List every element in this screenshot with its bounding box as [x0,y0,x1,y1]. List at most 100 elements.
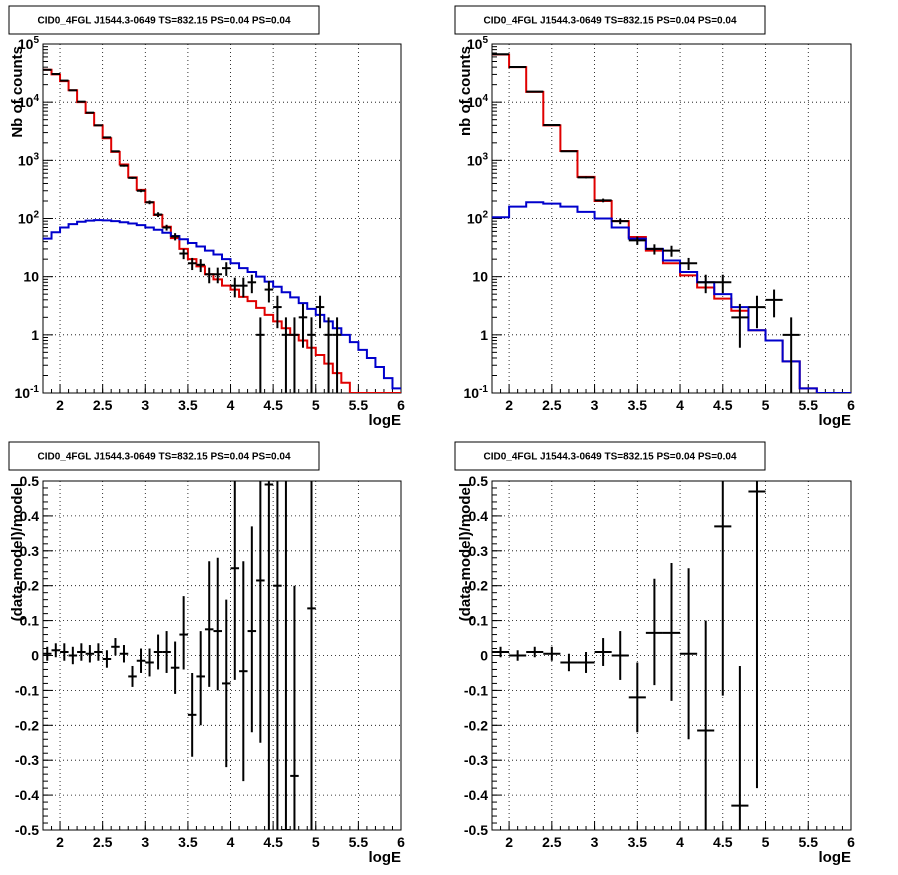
y-tick-label: 1 [31,327,39,343]
data-point [543,646,561,661]
x-tick-label: 3 [591,834,599,850]
y-tick-label: 0.2 [469,578,489,594]
data-point [102,650,112,668]
x-tick-label: 6 [847,834,855,850]
histogram-series-1 [43,219,401,390]
x-tick-label: 5.5 [799,834,819,850]
y-axis-label: (data-model)/model [457,483,474,621]
data-point [662,563,681,701]
y-tick-label: 0.5 [469,473,489,489]
data-point [697,274,715,294]
plot-area [492,53,851,393]
data-point [145,648,154,677]
y-tick-label: -0.1 [15,682,39,698]
y-tick-label: 0.1 [469,613,489,629]
y-tick-label: -0.5 [15,822,39,838]
y-axis-label: nb of counts [457,46,474,136]
x-tick-label: 2.5 [542,397,562,413]
data-point [509,650,527,661]
data-point [179,248,188,260]
data-point [748,481,766,789]
data-point [543,123,561,126]
data-point [332,317,342,393]
y-tick-label: 104 [467,93,489,110]
y-tick-label: 10 [23,269,39,285]
chart-panel-p3: CID0_4FGL J1544.3-0649 TS=832.15 PS=0.04… [8,441,405,866]
data-point [162,631,171,673]
data-point [111,638,120,656]
chart-title: CID0_4FGL J1544.3-0649 TS=832.15 PS=0.04… [483,452,736,463]
data-point [170,641,180,694]
title-box [454,441,766,471]
data-point [526,646,544,658]
data-point [136,189,146,193]
data-point [43,646,52,661]
data-point [577,652,595,673]
y-axis-label: (data-model)/model [9,483,26,621]
title-box [8,441,320,471]
y-tick-label: 104 [18,93,40,110]
data-point [645,244,663,255]
x-tick-label: 6 [397,834,405,850]
x-tick-label: 6 [847,397,855,413]
x-tick-label: 5.5 [799,397,819,413]
data-point [290,317,299,393]
x-tick-label: 4 [227,834,235,850]
y-tick-label: -0.2 [15,717,39,733]
x-tick-label: 3.5 [178,397,198,413]
data-point [611,631,629,680]
plot-area [43,481,316,830]
data-point [153,212,163,218]
data-point [204,267,214,284]
y-tick-label: 0 [480,648,488,664]
data-point [628,662,646,733]
data-point [307,481,316,830]
title-box [454,5,766,35]
x-tick-label: 2.5 [93,397,113,413]
x-tick-label: 6 [397,397,405,413]
x-tick-label: 4 [227,397,235,413]
data-point [526,90,544,93]
y-tick-label: -0.3 [464,752,488,768]
chart-title: CID0_4FGL J1544.3-0649 TS=832.15 PS=0.04… [483,16,736,27]
y-tick-label: 102 [467,210,489,227]
x-tick-label: 2 [505,397,513,413]
y-tick-label: 0.1 [20,613,40,629]
plot-area [492,481,766,830]
data-point [264,481,274,830]
y-tick-label: 0.3 [469,543,489,559]
data-point [281,317,291,393]
data-point [77,643,86,661]
data-point [290,585,299,830]
data-point [273,295,282,329]
data-point [492,646,510,658]
data-point [196,631,205,726]
data-point [213,557,222,691]
y-tick-label: -0.2 [464,717,488,733]
chart-title: CID0_4FGL J1544.3-0649 TS=832.15 PS=0.04… [37,452,290,463]
chart-title: CID0_4FGL J1544.3-0649 TS=832.15 PS=0.04… [37,16,290,27]
x-tick-label: 3.5 [628,397,648,413]
data-point [714,274,732,294]
data-point [560,150,578,153]
y-tick-label: 105 [467,35,489,52]
data-point [782,317,800,393]
data-point [662,245,681,257]
y-tick-label: 0 [31,648,39,664]
x-tick-label: 3 [591,397,599,413]
data-point [256,317,265,393]
data-point [628,236,646,246]
x-axis-label: logE [369,412,402,429]
data-point [273,481,282,830]
x-tick-label: 4.5 [713,397,733,413]
plot-area [43,68,401,393]
data-point [560,653,578,672]
histogram-series-1 [492,201,851,393]
x-tick-label: 4 [676,397,684,413]
y-tick-label: 0.4 [469,508,489,524]
x-tick-label: 5 [762,397,770,413]
data-point [714,481,732,696]
y-tick-label: 105 [18,35,40,52]
y-tick-label: -0.3 [15,752,39,768]
